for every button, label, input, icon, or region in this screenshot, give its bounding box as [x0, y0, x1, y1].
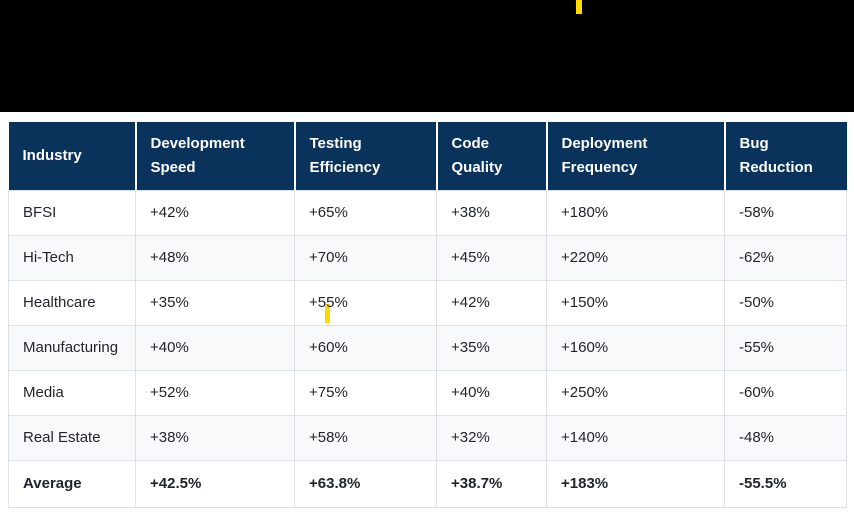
table-row-average: Average +42.5% +63.8% +38.7% +183% -55.5… [8, 460, 847, 508]
col-header-development-speed: Development Speed [135, 122, 296, 191]
cell-bug-reduction: -55% [724, 325, 847, 371]
cell-development-speed: +38% [135, 415, 295, 461]
cell-development-speed: +35% [135, 280, 295, 326]
text-cursor-highlight [576, 0, 582, 14]
cell-testing-efficiency: +70% [294, 235, 437, 281]
cell-deployment-frequency: +180% [546, 190, 725, 236]
col-header-bug-reduction: Bug Reduction [724, 122, 847, 191]
table-row-real-estate: Real Estate +38% +58% +32% +140% -48% [8, 415, 847, 461]
header-row: Industry Development Speed Testing Effic… [8, 122, 847, 191]
industry-metrics-table: Industry Development Speed Testing Effic… [8, 122, 847, 508]
cell-testing-efficiency: +63.8% [294, 460, 437, 508]
cell-code-quality: +42% [436, 280, 547, 326]
cell-deployment-frequency: +160% [546, 325, 725, 371]
cell-bug-reduction: -60% [724, 370, 847, 416]
cell-testing-efficiency: +55% [294, 280, 437, 326]
cell-testing-efficiency: +75% [294, 370, 437, 416]
table-row-hi-tech: Hi-Tech +48% +70% +45% +220% -62% [8, 235, 847, 281]
cell-development-speed: +48% [135, 235, 295, 281]
cell-bug-reduction: -48% [724, 415, 847, 461]
cell-industry: Healthcare [8, 280, 136, 326]
cell-deployment-frequency: +250% [546, 370, 725, 416]
table-row-healthcare: Healthcare +35% +55% +42% +150% -50% [8, 280, 847, 326]
table-row-media: Media +52% +75% +40% +250% -60% [8, 370, 847, 416]
cell-deployment-frequency: +140% [546, 415, 725, 461]
cell-bug-reduction: -55.5% [724, 460, 847, 508]
cell-industry: Hi-Tech [8, 235, 136, 281]
cell-testing-efficiency: +60% [294, 325, 437, 371]
cell-bug-reduction: -50% [724, 280, 847, 326]
col-header-deployment-frequency: Deployment Frequency [546, 122, 726, 191]
cell-bug-reduction: -62% [724, 235, 847, 281]
cell-deployment-frequency: +220% [546, 235, 725, 281]
cell-code-quality: +45% [436, 235, 547, 281]
cell-testing-efficiency: +65% [294, 190, 437, 236]
cell-code-quality: +32% [436, 415, 547, 461]
col-header-testing-efficiency: Testing Efficiency [294, 122, 438, 191]
cell-development-speed: +42.5% [135, 460, 295, 508]
cell-industry: Manufacturing [8, 325, 136, 371]
cell-industry: Media [8, 370, 136, 416]
cell-code-quality: +40% [436, 370, 547, 416]
cell-testing-efficiency: +58% [294, 415, 437, 461]
col-header-industry: Industry [8, 122, 137, 191]
text-cursor-highlight [325, 304, 330, 323]
cell-development-speed: +40% [135, 325, 295, 371]
cell-value: +55% [309, 294, 348, 311]
cell-development-speed: +52% [135, 370, 295, 416]
table-row-manufacturing: Manufacturing +40% +60% +35% +160% -55% [8, 325, 847, 371]
cell-code-quality: +35% [436, 325, 547, 371]
cell-development-speed: +42% [135, 190, 295, 236]
metrics-table-container: Industry Development Speed Testing Effic… [8, 122, 847, 508]
cell-code-quality: +38.7% [436, 460, 547, 508]
cell-deployment-frequency: +150% [546, 280, 725, 326]
cell-industry: Real Estate [8, 415, 136, 461]
cell-bug-reduction: -58% [724, 190, 847, 236]
cell-industry: Average [8, 460, 136, 508]
col-header-code-quality: Code Quality [436, 122, 548, 191]
cell-code-quality: +38% [436, 190, 547, 236]
cell-industry: BFSI [8, 190, 136, 236]
table-row-bfsi: BFSI +42% +65% +38% +180% -58% [8, 190, 847, 236]
top-banner [0, 0, 854, 112]
cell-deployment-frequency: +183% [546, 460, 725, 508]
